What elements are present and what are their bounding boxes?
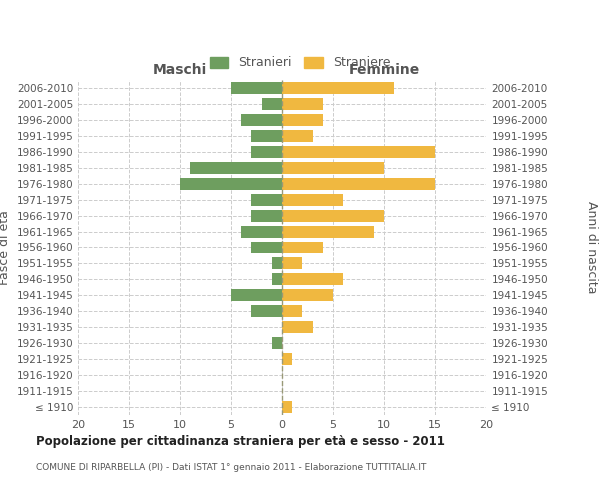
Bar xyxy=(241,226,282,237)
Bar xyxy=(231,82,282,94)
Text: COMUNE DI RIPARBELLA (PI) - Dati ISTAT 1° gennaio 2011 - Elaborazione TUTTITALIA: COMUNE DI RIPARBELLA (PI) - Dati ISTAT 1… xyxy=(36,462,427,471)
Bar xyxy=(282,353,292,365)
Bar xyxy=(282,226,374,237)
Bar xyxy=(251,306,282,318)
Bar xyxy=(251,210,282,222)
Bar xyxy=(282,194,343,205)
Text: Anni di nascita: Anni di nascita xyxy=(584,201,598,294)
Bar xyxy=(282,130,313,142)
Bar xyxy=(231,290,282,302)
Bar xyxy=(282,322,313,333)
Bar xyxy=(282,98,323,110)
Bar xyxy=(272,258,282,270)
Bar xyxy=(251,194,282,205)
Bar xyxy=(282,306,302,318)
Bar xyxy=(272,274,282,285)
Bar xyxy=(190,162,282,173)
Bar xyxy=(282,242,323,254)
Bar xyxy=(282,258,302,270)
Bar xyxy=(180,178,282,190)
Legend: Stranieri, Straniere: Stranieri, Straniere xyxy=(206,52,394,73)
Bar xyxy=(262,98,282,110)
Text: Maschi: Maschi xyxy=(153,64,207,78)
Bar xyxy=(282,274,343,285)
Text: Popolazione per cittadinanza straniera per età e sesso - 2011: Popolazione per cittadinanza straniera p… xyxy=(36,435,445,448)
Bar xyxy=(282,290,333,302)
Bar xyxy=(282,146,435,158)
Bar xyxy=(251,146,282,158)
Bar xyxy=(251,130,282,142)
Bar xyxy=(282,162,384,173)
Y-axis label: Fasce di età: Fasce di età xyxy=(0,210,11,285)
Bar xyxy=(282,178,435,190)
Bar xyxy=(282,401,292,413)
Text: Femmine: Femmine xyxy=(349,64,419,78)
Bar xyxy=(282,210,384,222)
Bar xyxy=(272,337,282,349)
Bar xyxy=(282,114,323,126)
Bar xyxy=(241,114,282,126)
Bar xyxy=(251,242,282,254)
Bar xyxy=(282,82,394,94)
